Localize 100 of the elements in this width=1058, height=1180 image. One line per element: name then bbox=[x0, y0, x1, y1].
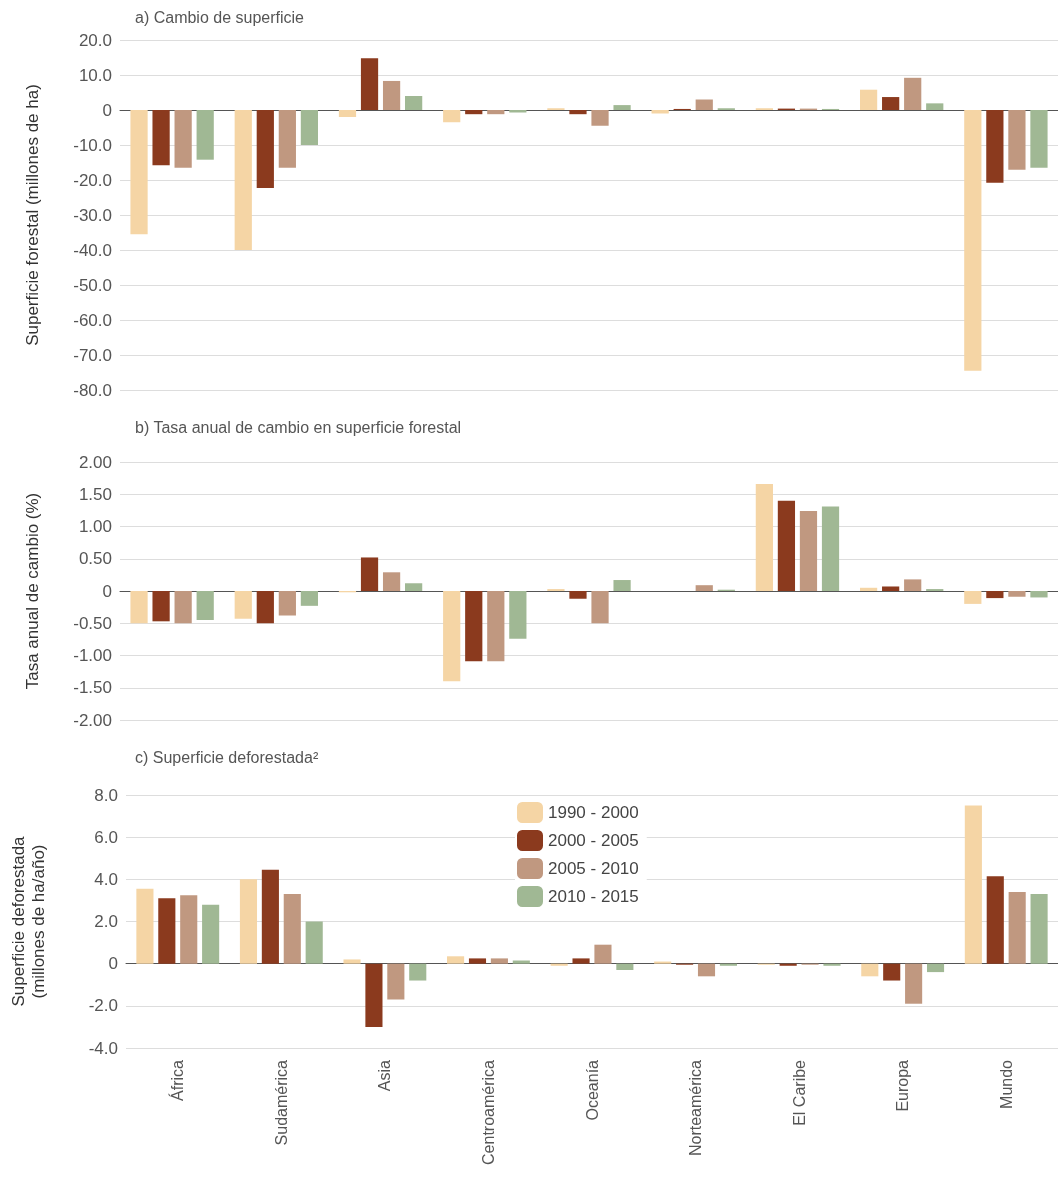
x-tick-label: Centroamérica bbox=[479, 1059, 497, 1165]
bar bbox=[904, 77, 922, 110]
bar bbox=[882, 586, 900, 591]
chart-title: c) Superficie deforestada² bbox=[135, 748, 319, 766]
bar bbox=[443, 110, 461, 123]
bar bbox=[300, 110, 319, 145]
bar bbox=[512, 960, 530, 964]
legend-label: 2000 - 2005 bbox=[548, 831, 639, 850]
bar bbox=[1008, 110, 1026, 170]
y-tick-label: -10.0 bbox=[73, 135, 112, 155]
bar bbox=[719, 963, 737, 966]
y-tick-label: -1.00 bbox=[73, 646, 112, 665]
bar bbox=[1030, 110, 1048, 168]
bar bbox=[468, 958, 487, 964]
chart-title: b) Tasa anual de cambio en superficie forestal bbox=[135, 418, 462, 436]
bar bbox=[360, 58, 379, 110]
y-tick-label: 4.0 bbox=[94, 869, 118, 889]
bar bbox=[365, 963, 383, 1027]
x-tick-label: Mundo bbox=[997, 1059, 1015, 1109]
y-tick-label: -20.0 bbox=[73, 170, 112, 190]
y-tick-label: -0.50 bbox=[73, 613, 112, 633]
bar bbox=[152, 591, 170, 622]
y-tick-label: 0.50 bbox=[78, 549, 112, 569]
bar bbox=[196, 591, 214, 621]
bar bbox=[859, 89, 878, 110]
bar bbox=[591, 591, 609, 624]
y-tick-label: -40.0 bbox=[73, 240, 112, 260]
y-tick-label: 0 bbox=[102, 581, 112, 601]
y-axis-title: Superficie forestal (millones de ha) bbox=[22, 84, 42, 346]
bar bbox=[823, 963, 841, 966]
bar bbox=[859, 587, 878, 591]
bar bbox=[487, 591, 505, 662]
bar bbox=[256, 591, 274, 624]
legend-label: 1990 - 2000 bbox=[548, 803, 639, 822]
bar bbox=[654, 961, 672, 964]
bar bbox=[964, 805, 982, 964]
y-tick-label: -2.00 bbox=[73, 710, 112, 730]
bar bbox=[382, 572, 401, 591]
y-tick-label: -30.0 bbox=[73, 205, 112, 225]
bar bbox=[695, 585, 713, 591]
bar bbox=[338, 110, 357, 117]
x-tick-label: Norteamérica bbox=[687, 1059, 705, 1157]
y-tick-label: 20.0 bbox=[78, 30, 112, 50]
bar bbox=[487, 110, 505, 115]
bar bbox=[130, 110, 148, 235]
bar bbox=[278, 591, 296, 616]
bar bbox=[1008, 891, 1026, 964]
bar bbox=[695, 99, 713, 110]
bar bbox=[883, 963, 901, 981]
y-tick-label: -60.0 bbox=[73, 310, 112, 330]
bar bbox=[594, 944, 612, 964]
bar bbox=[283, 894, 301, 964]
bar bbox=[465, 591, 483, 662]
chart-title: a) Cambio de superficie bbox=[135, 8, 305, 26]
bar bbox=[697, 963, 716, 977]
bar bbox=[443, 591, 461, 682]
bar bbox=[490, 958, 508, 964]
bar bbox=[986, 876, 1004, 964]
bar bbox=[550, 963, 568, 966]
bar bbox=[651, 110, 669, 114]
y-tick-label: 2.00 bbox=[78, 452, 112, 472]
x-tick-label: El Caribe bbox=[790, 1059, 808, 1126]
bar bbox=[905, 963, 923, 1004]
y-tick-label: 6.0 bbox=[94, 827, 118, 847]
y-tick-label: -50.0 bbox=[73, 275, 112, 295]
x-tick-label: Europa bbox=[894, 1059, 912, 1112]
bar bbox=[964, 591, 982, 604]
bar bbox=[360, 557, 379, 591]
y-tick-label: 0 bbox=[108, 954, 118, 974]
x-tick-label: Oceanía bbox=[583, 1059, 601, 1121]
bar bbox=[465, 110, 483, 115]
y-tick-label: 1.00 bbox=[78, 517, 112, 536]
y-tick-label: -4.0 bbox=[88, 1038, 118, 1058]
y-tick-label: -80.0 bbox=[73, 380, 112, 400]
bar bbox=[572, 958, 590, 964]
bar bbox=[569, 110, 587, 115]
bar bbox=[613, 105, 631, 110]
bar bbox=[256, 110, 274, 189]
bar bbox=[239, 879, 258, 964]
x-tick-label: Asia bbox=[376, 1059, 394, 1092]
bar bbox=[409, 963, 427, 981]
bar bbox=[1030, 894, 1048, 964]
bar bbox=[278, 110, 296, 168]
bar bbox=[882, 97, 900, 110]
bar bbox=[405, 583, 423, 591]
bar bbox=[300, 591, 319, 606]
bar bbox=[926, 103, 944, 110]
bar bbox=[180, 895, 198, 964]
bar bbox=[509, 591, 527, 639]
y-axis-title: Tasa anual de cambio (%) bbox=[22, 492, 42, 690]
y-tick-label: -1.50 bbox=[73, 678, 112, 698]
bar bbox=[1030, 591, 1048, 598]
legend-label: 2010 - 2015 bbox=[548, 887, 639, 906]
legend-label: 2005 - 2010 bbox=[548, 859, 639, 878]
y-tick-label: 2.0 bbox=[94, 912, 118, 931]
bar bbox=[202, 904, 220, 964]
x-tick-label: Sudamérica bbox=[272, 1059, 290, 1146]
bar bbox=[174, 110, 192, 168]
y-tick-label: -70.0 bbox=[73, 345, 112, 365]
bar bbox=[964, 110, 982, 371]
